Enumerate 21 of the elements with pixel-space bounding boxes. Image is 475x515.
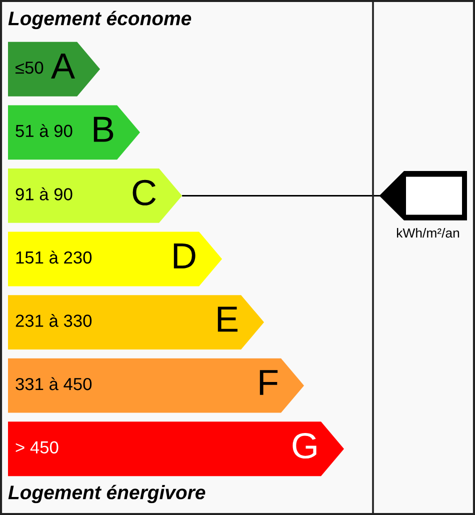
bar — [8, 295, 264, 350]
bar — [8, 232, 222, 286]
y-tick-label: D — [174, 243, 196, 268]
chart-title: Logement économe — [8, 10, 192, 30]
y-tick-label: A — [51, 54, 75, 78]
bar — [8, 422, 344, 476]
y-tick-label: B — [94, 116, 114, 142]
annotation: ≤50 — [16, 62, 44, 74]
annotation: 51 à 90 — [16, 124, 72, 138]
y-tick-label: G — [292, 432, 316, 459]
y-tick-label: F — [260, 370, 278, 395]
annotation: 331 à 450 — [16, 377, 92, 390]
y-tick-label: E — [218, 306, 238, 332]
y-tick-label: C — [132, 180, 156, 206]
text: kWh/m²/an — [397, 228, 460, 238]
bar — [8, 358, 304, 413]
annotation: 231 à 330 — [16, 314, 92, 327]
annotation: 91 à 90 — [16, 187, 72, 200]
text: Logement énergivore — [8, 484, 206, 504]
annotation: > 450 — [16, 441, 58, 454]
annotation: 151 à 230 — [16, 250, 92, 264]
